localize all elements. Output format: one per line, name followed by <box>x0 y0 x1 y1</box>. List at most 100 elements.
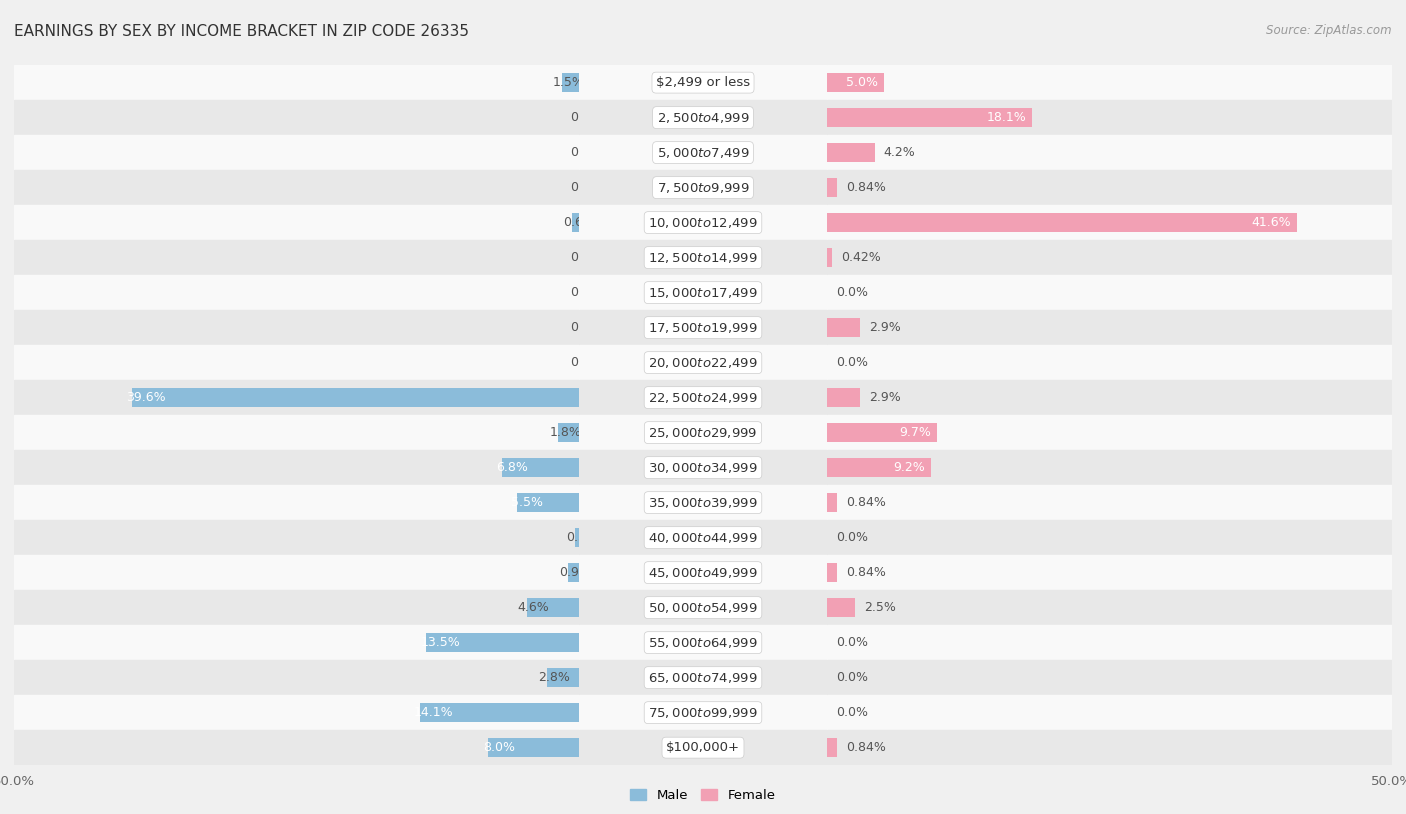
Bar <box>579 450 827 485</box>
Text: 0.0%: 0.0% <box>569 252 602 264</box>
Bar <box>827 170 1392 205</box>
Bar <box>14 205 579 240</box>
Text: 39.6%: 39.6% <box>127 392 166 404</box>
Bar <box>419 703 579 722</box>
Bar <box>14 275 579 310</box>
Text: 0.0%: 0.0% <box>837 287 869 299</box>
Text: 6.8%: 6.8% <box>496 462 529 474</box>
Bar <box>579 65 827 100</box>
Bar <box>14 485 579 520</box>
Text: EARNINGS BY SEX BY INCOME BRACKET IN ZIP CODE 26335: EARNINGS BY SEX BY INCOME BRACKET IN ZIP… <box>14 24 470 39</box>
Text: $12,500 to $14,999: $12,500 to $14,999 <box>648 251 758 265</box>
Bar <box>579 240 827 275</box>
Text: $75,000 to $99,999: $75,000 to $99,999 <box>648 706 758 720</box>
Bar <box>579 415 827 450</box>
Bar <box>14 450 579 485</box>
Text: 0.0%: 0.0% <box>837 672 869 684</box>
Text: 0.0%: 0.0% <box>837 532 869 544</box>
Bar <box>827 660 1392 695</box>
Bar <box>579 695 827 730</box>
Bar <box>827 520 1392 555</box>
Text: $35,000 to $39,999: $35,000 to $39,999 <box>648 496 758 510</box>
Bar <box>827 100 1392 135</box>
Text: 1.5%: 1.5% <box>553 77 585 89</box>
Bar <box>827 563 837 582</box>
Bar <box>827 458 931 477</box>
Text: 2.9%: 2.9% <box>869 392 901 404</box>
Text: 13.5%: 13.5% <box>420 637 460 649</box>
Bar <box>827 65 1392 100</box>
Bar <box>579 205 827 240</box>
Bar <box>827 73 884 92</box>
Bar <box>579 625 827 660</box>
Bar <box>14 520 579 555</box>
Bar <box>827 738 837 757</box>
Bar <box>579 555 827 590</box>
Bar <box>14 100 579 135</box>
Bar <box>827 485 1392 520</box>
Bar <box>14 695 579 730</box>
Bar <box>14 135 579 170</box>
Text: $50,000 to $54,999: $50,000 to $54,999 <box>648 601 758 615</box>
Legend: Male, Female: Male, Female <box>626 784 780 807</box>
Bar <box>502 458 579 477</box>
Bar <box>579 520 827 555</box>
Text: $7,500 to $9,999: $7,500 to $9,999 <box>657 181 749 195</box>
Bar <box>827 388 860 407</box>
Text: $55,000 to $64,999: $55,000 to $64,999 <box>648 636 758 650</box>
Bar <box>14 555 579 590</box>
Text: $65,000 to $74,999: $65,000 to $74,999 <box>648 671 758 685</box>
Text: 0.0%: 0.0% <box>569 182 602 194</box>
Text: $2,500 to $4,999: $2,500 to $4,999 <box>657 111 749 125</box>
Bar <box>579 380 827 415</box>
Bar <box>14 380 579 415</box>
Bar <box>558 423 579 442</box>
Bar <box>827 423 936 442</box>
Bar <box>568 563 579 582</box>
Bar <box>827 143 875 162</box>
Text: 2.5%: 2.5% <box>865 602 897 614</box>
Bar <box>827 345 1392 380</box>
Text: 0.84%: 0.84% <box>846 497 886 509</box>
Text: 14.1%: 14.1% <box>413 707 454 719</box>
Text: 2.9%: 2.9% <box>869 322 901 334</box>
Bar <box>579 485 827 520</box>
Bar <box>14 310 579 345</box>
Text: 0.0%: 0.0% <box>837 357 869 369</box>
Bar <box>827 450 1392 485</box>
Bar <box>14 345 579 380</box>
Bar <box>827 380 1392 415</box>
Bar <box>562 73 579 92</box>
Text: 2.8%: 2.8% <box>538 672 569 684</box>
Bar <box>579 275 827 310</box>
Bar <box>572 213 579 232</box>
Text: 0.0%: 0.0% <box>569 112 602 124</box>
Text: 5.5%: 5.5% <box>510 497 543 509</box>
Text: $45,000 to $49,999: $45,000 to $49,999 <box>648 566 758 580</box>
Bar <box>14 240 579 275</box>
Bar <box>827 555 1392 590</box>
Text: 0.31%: 0.31% <box>567 532 606 544</box>
Bar <box>827 135 1392 170</box>
Bar <box>579 310 827 345</box>
Text: $100,000+: $100,000+ <box>666 742 740 754</box>
Bar <box>827 493 837 512</box>
Text: 0.0%: 0.0% <box>569 322 602 334</box>
Bar <box>516 493 579 512</box>
Bar <box>426 633 579 652</box>
Bar <box>14 660 579 695</box>
Bar <box>827 108 1032 127</box>
Bar <box>827 240 1392 275</box>
Bar <box>827 695 1392 730</box>
Bar <box>579 135 827 170</box>
Text: 9.7%: 9.7% <box>900 427 931 439</box>
Bar <box>579 590 827 625</box>
Text: 5.0%: 5.0% <box>846 77 879 89</box>
Bar <box>527 598 579 617</box>
Text: $10,000 to $12,499: $10,000 to $12,499 <box>648 216 758 230</box>
Text: 9.2%: 9.2% <box>894 462 925 474</box>
Bar <box>14 415 579 450</box>
Bar <box>575 528 579 547</box>
Bar <box>827 205 1392 240</box>
Bar <box>14 730 579 765</box>
